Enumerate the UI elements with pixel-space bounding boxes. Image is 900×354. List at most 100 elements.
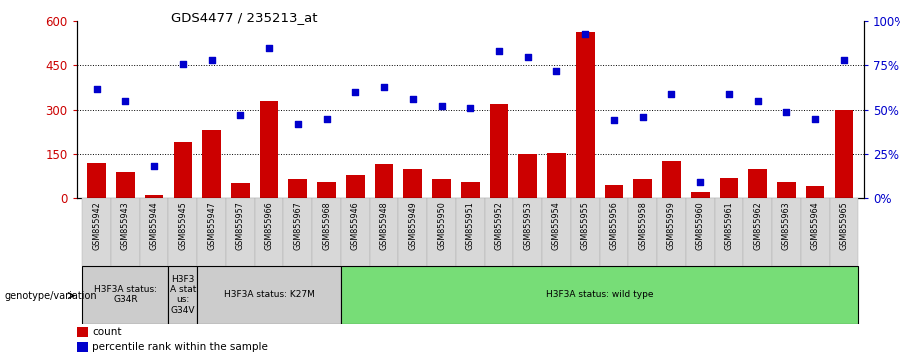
Bar <box>662 161 680 198</box>
Bar <box>691 192 709 198</box>
Bar <box>202 130 220 198</box>
Bar <box>432 179 451 198</box>
Text: GSM855964: GSM855964 <box>811 202 820 250</box>
FancyBboxPatch shape <box>428 198 456 266</box>
Text: GSM855949: GSM855949 <box>409 202 418 250</box>
Bar <box>231 183 249 198</box>
Text: GSM855956: GSM855956 <box>609 202 618 250</box>
Text: GSM855955: GSM855955 <box>580 202 590 251</box>
FancyBboxPatch shape <box>226 198 255 266</box>
FancyBboxPatch shape <box>197 198 226 266</box>
FancyBboxPatch shape <box>513 198 542 266</box>
Point <box>635 114 650 120</box>
Bar <box>777 182 796 198</box>
Point <box>607 118 621 123</box>
FancyBboxPatch shape <box>284 198 312 266</box>
Point <box>435 103 449 109</box>
Point <box>320 116 334 121</box>
Text: GSM855951: GSM855951 <box>466 202 475 250</box>
Text: H3F3
A stat
us:
G34V: H3F3 A stat us: G34V <box>170 275 196 315</box>
Text: GSM855958: GSM855958 <box>638 202 647 250</box>
Text: H3F3A status: K27M: H3F3A status: K27M <box>223 290 314 299</box>
Point <box>348 89 363 95</box>
FancyBboxPatch shape <box>168 266 197 324</box>
FancyBboxPatch shape <box>168 198 197 266</box>
Point <box>147 164 161 169</box>
Text: GSM855947: GSM855947 <box>207 202 216 250</box>
Text: GSM855948: GSM855948 <box>380 202 389 250</box>
FancyBboxPatch shape <box>571 198 599 266</box>
Bar <box>576 32 595 198</box>
Bar <box>346 175 365 198</box>
Bar <box>547 153 566 198</box>
FancyBboxPatch shape <box>686 198 715 266</box>
FancyBboxPatch shape <box>628 198 657 266</box>
Text: GSM855959: GSM855959 <box>667 202 676 251</box>
FancyBboxPatch shape <box>715 198 743 266</box>
FancyBboxPatch shape <box>341 266 859 324</box>
FancyBboxPatch shape <box>743 198 772 266</box>
Point <box>291 121 305 127</box>
Text: H3F3A status: wild type: H3F3A status: wild type <box>545 290 653 299</box>
Text: GSM855968: GSM855968 <box>322 202 331 250</box>
Point <box>578 31 592 36</box>
Point <box>549 68 563 74</box>
Bar <box>145 195 164 198</box>
Text: GSM855967: GSM855967 <box>293 202 302 250</box>
Text: GSM855957: GSM855957 <box>236 202 245 251</box>
Point <box>406 96 420 102</box>
Bar <box>461 182 480 198</box>
FancyBboxPatch shape <box>542 198 571 266</box>
Text: GDS4477 / 235213_at: GDS4477 / 235213_at <box>171 11 318 24</box>
FancyBboxPatch shape <box>772 198 801 266</box>
Bar <box>317 182 336 198</box>
Point <box>837 57 851 63</box>
Bar <box>518 154 537 198</box>
Text: percentile rank within the sample: percentile rank within the sample <box>92 342 268 352</box>
Text: GSM855961: GSM855961 <box>724 202 733 250</box>
Point <box>118 98 132 104</box>
Text: count: count <box>92 327 122 337</box>
Point <box>463 105 477 111</box>
Text: GSM855962: GSM855962 <box>753 202 762 250</box>
Text: GSM855954: GSM855954 <box>552 202 561 250</box>
Text: H3F3A status:
G34R: H3F3A status: G34R <box>94 285 157 304</box>
Text: GSM855952: GSM855952 <box>494 202 503 251</box>
Bar <box>87 163 106 198</box>
Text: GSM855963: GSM855963 <box>782 202 791 250</box>
Text: GSM855960: GSM855960 <box>696 202 705 250</box>
Point <box>377 84 392 90</box>
Point <box>693 179 707 185</box>
FancyBboxPatch shape <box>370 198 399 266</box>
Text: GSM855945: GSM855945 <box>178 202 187 250</box>
Point <box>808 116 823 121</box>
Point <box>176 61 190 67</box>
Bar <box>834 110 853 198</box>
Bar <box>720 178 738 198</box>
FancyBboxPatch shape <box>657 198 686 266</box>
FancyBboxPatch shape <box>82 198 111 266</box>
Bar <box>490 104 508 198</box>
Bar <box>260 101 278 198</box>
Bar <box>634 179 652 198</box>
Text: GSM855965: GSM855965 <box>840 202 849 250</box>
FancyBboxPatch shape <box>599 198 628 266</box>
Text: GSM855943: GSM855943 <box>121 202 130 250</box>
Text: GSM855950: GSM855950 <box>437 202 446 250</box>
FancyBboxPatch shape <box>140 198 168 266</box>
FancyBboxPatch shape <box>399 198 427 266</box>
Bar <box>76 327 88 337</box>
Text: genotype/variation: genotype/variation <box>4 291 97 301</box>
Text: GSM855942: GSM855942 <box>92 202 101 250</box>
Text: GSM855946: GSM855946 <box>351 202 360 250</box>
Bar <box>403 169 422 198</box>
FancyBboxPatch shape <box>801 198 830 266</box>
Text: GSM855953: GSM855953 <box>523 202 532 250</box>
Point <box>751 98 765 104</box>
Bar <box>116 172 135 198</box>
Bar <box>605 185 624 198</box>
FancyBboxPatch shape <box>456 198 484 266</box>
FancyBboxPatch shape <box>830 198 859 266</box>
Point <box>722 91 736 97</box>
Bar <box>174 142 193 198</box>
